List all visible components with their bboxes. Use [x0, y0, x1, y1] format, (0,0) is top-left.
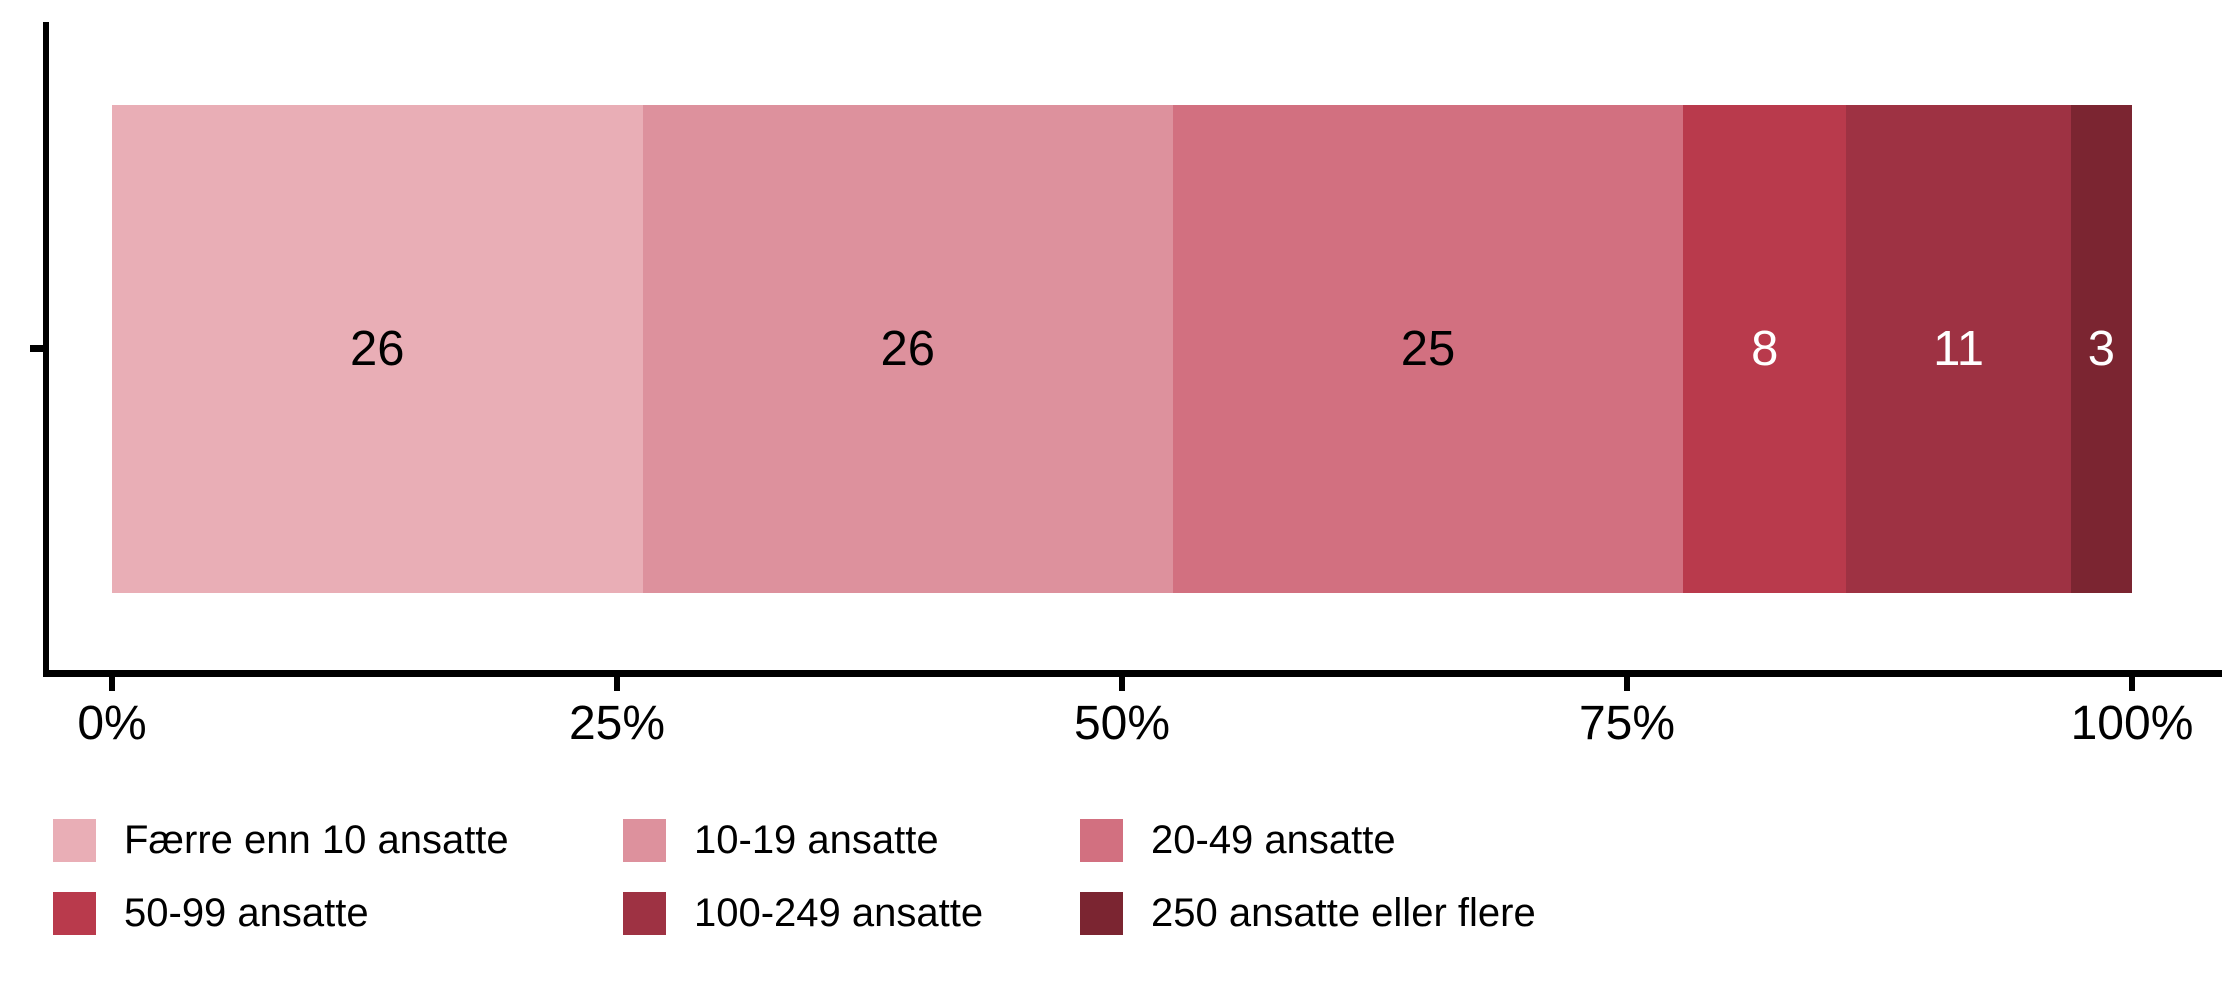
- x-tick-label: 100%: [2070, 697, 2194, 750]
- bar-segment: 11: [1846, 105, 2071, 593]
- legend-label: 250 ansatte eller flere: [1151, 891, 1536, 935]
- legend-swatch: [1080, 818, 1123, 862]
- legend-swatch: [623, 818, 666, 862]
- segment-value-label: 26: [880, 321, 935, 376]
- x-tick-label: 75%: [1578, 697, 1676, 750]
- x-tick-label: 0%: [77, 697, 147, 750]
- bar-segment: 26: [642, 105, 1173, 593]
- legend-item: 50-99 ansatte: [53, 891, 369, 935]
- legend-item: Færre enn 10 ansatte: [53, 818, 509, 862]
- x-axis-line: [43, 670, 2222, 677]
- y-axis-tick: [30, 345, 43, 352]
- legend-label: 20-49 ansatte: [1151, 818, 1396, 862]
- y-axis-line: [43, 22, 49, 677]
- legend-item: 10-19 ansatte: [623, 818, 939, 862]
- x-tick-label: 50%: [1073, 697, 1171, 750]
- legend-label: 50-99 ansatte: [124, 891, 369, 935]
- segment-value-label: 26: [349, 321, 405, 376]
- bar-segment: 8: [1683, 105, 1847, 593]
- legend-item: 250 ansatte eller flere: [1080, 891, 1536, 935]
- x-tick-mark: [1624, 677, 1630, 691]
- legend-label: 100-249 ansatte: [694, 891, 984, 935]
- segment-value-label: 25: [1400, 321, 1456, 376]
- legend-item: 20-49 ansatte: [1080, 818, 1396, 862]
- segment-value-label: 11: [1933, 321, 1984, 376]
- legend-item: 100-249 ansatte: [623, 891, 983, 935]
- segment-value-label: 3: [2087, 321, 2116, 376]
- x-tick-mark: [109, 677, 115, 691]
- x-tick-mark: [2129, 677, 2135, 691]
- legend-label: Færre enn 10 ansatte: [124, 818, 509, 862]
- bar-segment: 26: [112, 105, 643, 593]
- x-tick-mark: [1119, 677, 1125, 691]
- legend-label: 10-19 ansatte: [694, 818, 939, 862]
- legend-swatch: [623, 891, 666, 935]
- bar-segment: 25: [1173, 105, 1684, 593]
- legend-swatch: [1080, 891, 1123, 935]
- legend-swatch: [53, 818, 96, 862]
- bar-segment: 3: [2070, 105, 2132, 593]
- segment-value-label: 8: [1751, 321, 1779, 376]
- x-tick-mark: [614, 677, 620, 691]
- legend-swatch: [53, 891, 96, 935]
- x-tick-label: 25%: [568, 697, 666, 750]
